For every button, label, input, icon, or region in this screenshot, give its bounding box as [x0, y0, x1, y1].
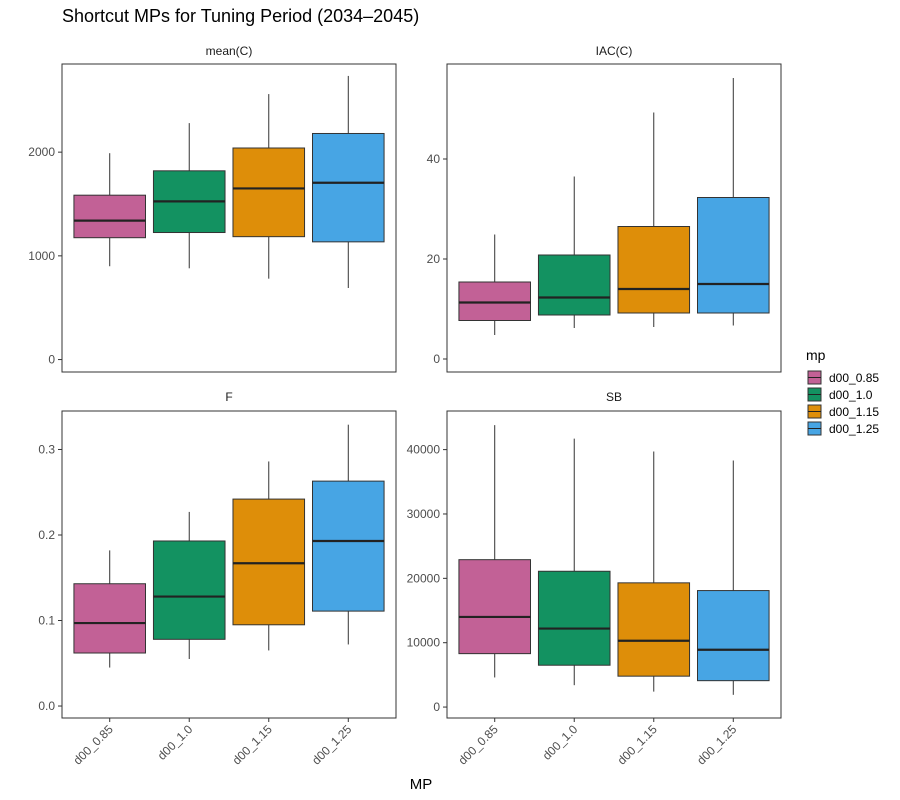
iqr-box	[617, 582, 691, 677]
y-tick-label: 0.1	[38, 614, 55, 628]
y-tick-label: 40000	[407, 443, 441, 457]
y-tick-label: 40	[427, 152, 441, 166]
iqr-box	[312, 480, 385, 612]
panel-title: F	[225, 390, 232, 404]
legend-label: d00_1.0	[829, 388, 873, 402]
box-d00_0.85	[458, 425, 531, 678]
legend-item: d00_0.85	[807, 370, 879, 385]
box-d00_0.85	[73, 550, 146, 668]
y-tick-label: 0	[433, 700, 440, 714]
x-tick-label: d00_1.15	[615, 722, 661, 768]
chart-title: Shortcut MPs for Tuning Period (2034–204…	[62, 6, 419, 26]
iqr-box	[697, 197, 770, 314]
y-tick-label: 2000	[28, 145, 55, 159]
box-d00_1.25	[312, 75, 385, 288]
box-d00_1.25	[312, 424, 385, 645]
legend-item: d00_1.15	[807, 404, 879, 419]
y-tick-label: 1000	[28, 249, 55, 263]
iqr-box	[73, 194, 146, 239]
panel-3: F 0.0 0.1 0.2 0.3 d00_0.85 d00_1.0 d00_1.15 d00_…	[38, 390, 397, 768]
box-d00_1.25	[697, 460, 770, 695]
legend-item: d00_1.25	[807, 421, 879, 436]
y-tick-label: 0	[48, 353, 55, 367]
panel-border	[61, 63, 397, 373]
panel-title: SB	[606, 390, 622, 404]
x-tick-label: d00_1.15	[230, 722, 276, 768]
iqr-box	[458, 281, 531, 321]
facet-panels: mean(C) 0 1000 2000 IAC(C) 0 20 40 F 0.0 0.1 0.2 0.3…	[28, 44, 782, 768]
y-tick-label: 0.3	[38, 442, 55, 456]
x-tick-label: d00_0.85	[456, 722, 502, 768]
legend-label: d00_1.15	[829, 405, 879, 419]
x-tick-label: d00_1.0	[540, 722, 581, 763]
y-tick-label: 20	[427, 252, 441, 266]
box-d00_1.0	[152, 511, 226, 659]
x-tick-label: d00_1.25	[694, 722, 740, 768]
box-d00_1.0	[537, 438, 611, 686]
y-tick-label: 0	[433, 352, 440, 366]
box-d00_1.25	[697, 78, 770, 326]
iqr-box	[232, 498, 306, 626]
panel-2: IAC(C) 0 20 40	[427, 44, 782, 373]
y-tick-label: 20000	[407, 571, 441, 585]
iqr-box	[73, 583, 146, 654]
x-axis-label: MP	[410, 776, 433, 793]
panel-border	[61, 410, 397, 719]
iqr-box	[617, 226, 691, 314]
box-d00_1.0	[537, 176, 611, 328]
box-d00_1.15	[617, 112, 691, 327]
iqr-box	[152, 540, 226, 640]
box-d00_1.15	[232, 461, 306, 651]
legend-label: d00_0.85	[829, 371, 879, 385]
iqr-box	[697, 590, 770, 682]
box-d00_0.85	[458, 234, 531, 335]
legend-label: d00_1.25	[829, 422, 879, 436]
box-d00_1.0	[152, 123, 226, 269]
box-d00_1.15	[617, 451, 691, 692]
box-d00_0.85	[73, 153, 146, 267]
legend: mp d00_0.85 d00_1.0 d00_1.15 d00_1.25	[806, 347, 879, 436]
x-tick-label: d00_1.25	[309, 722, 355, 768]
legend-title: mp	[806, 347, 826, 363]
panel-4: SB 0 10000 20000 30000 40000 d00_0.85 d00_1.0 d0…	[407, 390, 782, 768]
panel-1: mean(C) 0 1000 2000	[28, 44, 397, 373]
iqr-box	[458, 559, 531, 655]
y-tick-label: 10000	[407, 636, 441, 650]
panel-title: mean(C)	[206, 44, 253, 58]
box-d00_1.15	[232, 94, 306, 279]
y-tick-label: 0.0	[38, 699, 55, 713]
iqr-box	[312, 132, 385, 243]
iqr-box	[232, 147, 306, 238]
x-tick-label: d00_1.0	[155, 722, 196, 763]
legend-item: d00_1.0	[807, 387, 873, 402]
y-tick-label: 30000	[407, 507, 441, 521]
iqr-box	[537, 254, 611, 316]
panel-border	[446, 410, 782, 719]
y-tick-label: 0.2	[38, 528, 55, 542]
panel-title: IAC(C)	[596, 44, 633, 58]
iqr-box	[537, 570, 611, 666]
panel-border	[446, 63, 782, 373]
x-tick-label: d00_0.85	[71, 722, 117, 768]
